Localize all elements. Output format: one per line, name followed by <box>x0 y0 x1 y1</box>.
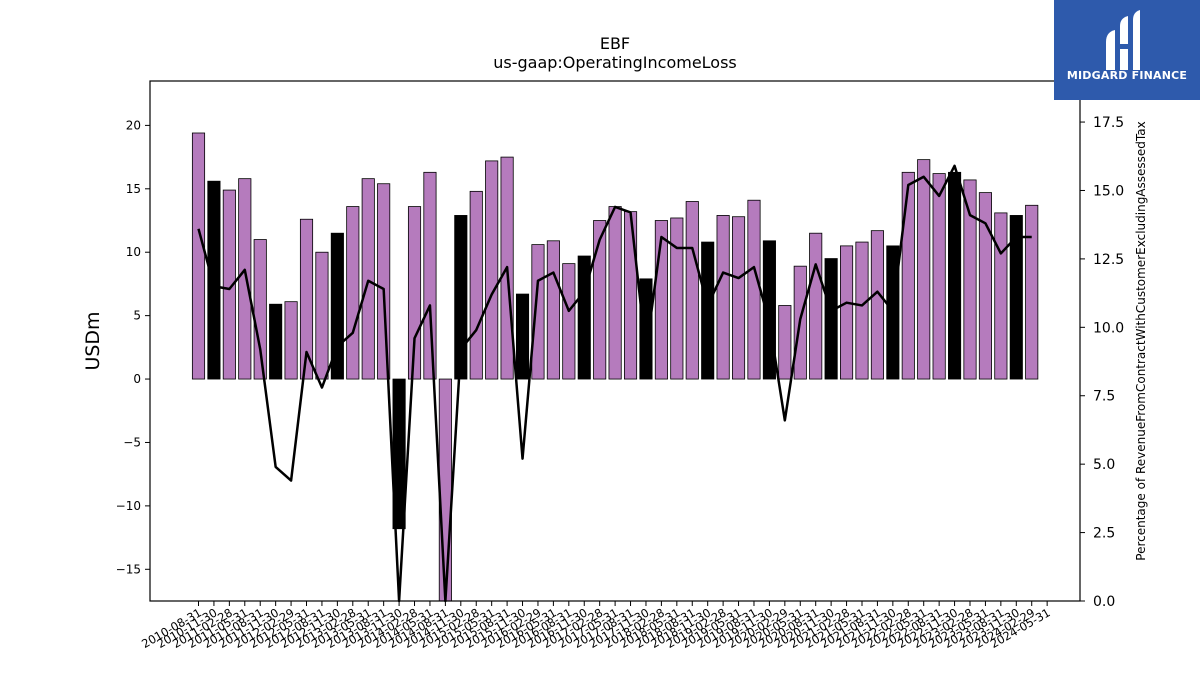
bar-2017-05-31 <box>608 206 622 380</box>
bar-2013-05-31 <box>361 178 375 380</box>
bar-2016-02-29 <box>531 244 545 380</box>
y-tick-label: 20 <box>126 118 141 132</box>
bar-2020-11-30 <box>824 258 838 380</box>
bar-2019-05-31 <box>732 216 746 380</box>
y-axis-label: USDm <box>82 311 104 370</box>
bar-2011-11-30 <box>269 303 283 380</box>
bar-2014-08-31 <box>438 378 452 602</box>
bar-2018-11-30 <box>701 241 715 380</box>
bar-2017-08-31 <box>623 211 638 380</box>
bars-group <box>191 132 1039 602</box>
bar-2021-08-31 <box>870 230 884 380</box>
bar-2020-02-29 <box>778 305 792 380</box>
bar-2023-11-30 <box>1009 215 1023 380</box>
bar-2024-02-29 <box>1025 204 1039 380</box>
bar-2013-02-28 <box>346 206 360 380</box>
y2-tick-label: 10.0 <box>1093 320 1124 336</box>
y-tick-label: −15 <box>116 562 141 576</box>
bar-2014-11-30 <box>454 215 468 380</box>
bar-2021-05-31 <box>855 241 869 380</box>
bar-2011-05-31 <box>238 178 252 380</box>
chart-title: EBF <box>600 34 630 53</box>
y2-axis: 0.0 2.5 5.0 7.5 10.0 12.5 15.0 17.5 <box>1080 115 1124 610</box>
percentage-line <box>197 164 1032 603</box>
y-tick-label: 0 <box>133 372 141 386</box>
bar-2011-08-31 <box>253 239 267 380</box>
bar-2023-08-31 <box>994 212 1008 380</box>
bar-2015-11-30 <box>515 293 530 380</box>
bar-2010-11-30 <box>207 180 221 380</box>
logo-mark-icon <box>1106 10 1140 70</box>
y2-tick-label: 12.5 <box>1093 252 1124 268</box>
bar-2023-02-28 <box>963 179 977 380</box>
bar-2014-02-28 <box>407 206 422 380</box>
bar-2014-05-31 <box>423 171 437 380</box>
bar-2010-08-31 <box>191 132 206 380</box>
bar-2018-05-31 <box>670 217 684 380</box>
y2-tick-label: 17.5 <box>1093 115 1124 131</box>
bar-2019-08-31 <box>747 199 761 380</box>
bar-2015-05-31 <box>485 160 499 380</box>
logo: MIDGARD FINANCE <box>1054 0 1200 100</box>
bar-2019-02-28 <box>716 215 730 380</box>
y2-tick-label: 0.0 <box>1093 594 1115 610</box>
bar-2022-08-31 <box>932 173 946 380</box>
y2-tick-label: 2.5 <box>1093 526 1115 542</box>
y-tick-label: 10 <box>126 245 141 259</box>
y-tick-label: −10 <box>116 499 141 513</box>
bar-2012-08-31 <box>315 251 329 380</box>
bar-2017-02-28 <box>593 220 607 380</box>
y2-tick-label: 7.5 <box>1093 389 1115 405</box>
chart-subtitle: us-gaap:OperatingIncomeLoss <box>493 53 737 72</box>
y2-axis-label: Percentage of RevenueFromContractWithCus… <box>1134 121 1148 560</box>
logo-text: MIDGARD FINANCE <box>1066 69 1188 82</box>
bar-2020-08-31 <box>809 232 823 380</box>
y-tick-label: −5 <box>123 435 141 449</box>
bar-2011-02-28 <box>222 189 236 380</box>
bar-2022-02-28 <box>901 171 915 380</box>
bar-2016-08-31 <box>562 263 576 380</box>
y-tick-label: 15 <box>126 182 141 196</box>
y-tick-label: 5 <box>133 309 141 323</box>
y2-tick-label: 5.0 <box>1093 457 1115 473</box>
y2-tick-label: 15.0 <box>1093 183 1124 199</box>
bar-2018-08-31 <box>685 201 699 380</box>
line-group <box>197 164 1032 603</box>
bar-2021-02-28 <box>840 245 854 380</box>
y-axis: −15 −10 −5 0 5 10 15 20 <box>116 118 150 576</box>
bar-2013-08-31 <box>377 183 391 380</box>
bar-2012-02-29 <box>284 301 298 380</box>
bar-2023-05-31 <box>978 192 992 380</box>
bar-2017-11-30 <box>639 278 653 380</box>
bar-2022-05-31 <box>917 159 931 380</box>
bar-2022-11-30 <box>948 171 962 380</box>
bar-2016-11-30 <box>577 255 591 380</box>
x-axis: 2010-08-312010-11-302011-02-282011-05-31… <box>139 601 1053 651</box>
bar-2015-02-28 <box>469 190 483 380</box>
bar-2016-05-31 <box>546 240 560 380</box>
bar-2012-05-31 <box>299 218 314 380</box>
